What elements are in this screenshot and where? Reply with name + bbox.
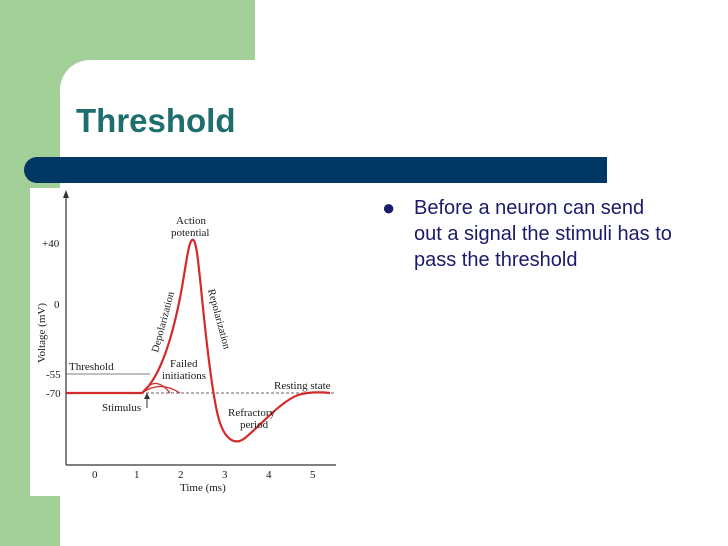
stimulus-label: Stimulus — [102, 402, 141, 414]
action-potential-label: Action — [176, 215, 206, 227]
repolarization-label: Repolarization — [205, 288, 232, 351]
failed-initiations-label: initiations — [162, 370, 206, 382]
x-tick: 5 — [310, 469, 316, 481]
bullet-item: Before a neuron can send out a signal th… — [414, 197, 672, 271]
action-potential-graph: +40 0 -55 -70 0 1 2 3 4 5 Time (ms) Volt… — [36, 190, 336, 494]
title-underline-bar — [24, 157, 607, 183]
action-potential-trace — [66, 238, 331, 443]
y-axis-arrow — [63, 190, 69, 198]
depolarization-label: Depolarization — [150, 290, 177, 354]
bullet-dot: ● — [382, 195, 396, 220]
resting-state-label: Resting state — [274, 380, 331, 392]
threshold-label: Threshold — [69, 361, 114, 373]
y-tick: 0 — [54, 299, 60, 311]
y-tick: -70 — [46, 388, 61, 400]
x-tick: 3 — [222, 469, 228, 481]
slide-title: Threshold — [76, 102, 236, 139]
refractory-period-label: period — [240, 419, 269, 431]
action-potential-figure: +40 0 -55 -70 0 1 2 3 4 5 Time (ms) Volt… — [30, 188, 342, 496]
action-potential-label: potential — [171, 227, 210, 239]
x-axis-label: Time (ms) — [180, 482, 226, 494]
x-tick: 1 — [134, 469, 140, 481]
y-axis-label: Voltage (mV) — [36, 303, 48, 363]
x-tick: 2 — [178, 469, 184, 481]
failed-initiations-label: Failed — [170, 358, 198, 370]
x-tick: 4 — [266, 469, 272, 481]
y-tick: -55 — [46, 369, 61, 381]
x-tick: 0 — [92, 469, 98, 481]
refractory-period-label: Refractory — [228, 407, 276, 419]
stimulus-arrowhead — [144, 393, 150, 399]
y-tick: +40 — [42, 238, 60, 250]
